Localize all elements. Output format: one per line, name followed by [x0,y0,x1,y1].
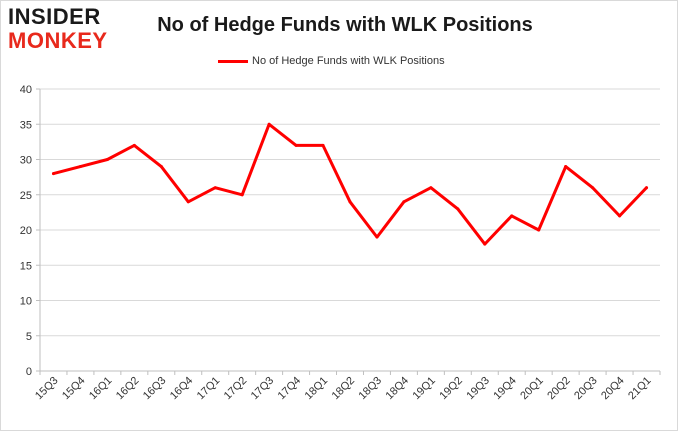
x-tick-label-21Q1: 21Q1 [626,375,654,403]
insider-monkey-logo: INSIDER MONKEY [8,6,128,56]
data-point-18Q3 [375,235,379,239]
x-tick-label-17Q2: 17Q2 [222,375,250,403]
y-tick-label-10: 10 [20,296,32,308]
data-point-19Q4 [510,214,514,218]
data-point-18Q1 [321,143,325,147]
x-tick-label-17Q4: 17Q4 [276,375,304,403]
data-point-16Q2 [132,143,136,147]
y-tick-label-30: 30 [20,155,32,167]
data-point-15Q3 [51,172,55,176]
data-point-15Q4 [78,165,82,169]
data-point-19Q1 [429,186,433,190]
data-point-20Q4 [618,214,622,218]
y-tick-label-5: 5 [26,331,32,343]
data-point-16Q3 [159,165,163,169]
x-tick-label-19Q1: 19Q1 [410,375,438,403]
y-tick-label-25: 25 [20,190,32,202]
chart-title: No of Hedge Funds with WLK Positions [157,14,533,36]
x-tick-label-20Q2: 20Q2 [545,375,573,403]
x-tick-label-18Q4: 18Q4 [384,375,412,403]
y-tick-label-0: 0 [26,366,32,378]
data-point-17Q2 [240,193,244,197]
data-point-17Q1 [213,186,217,190]
data-point-20Q2 [564,165,568,169]
legend-label: No of Hedge Funds with WLK Positions [252,55,445,67]
logo-line-2: MONKEY [8,28,108,53]
data-point-17Q4 [294,143,298,147]
x-tick-label-16Q3: 16Q3 [141,375,169,403]
chart-legend: No of Hedge Funds with WLK Positions [218,53,445,69]
x-tick-label-16Q4: 16Q4 [168,375,196,403]
x-tick-label-17Q1: 17Q1 [195,375,223,403]
x-tick-label-20Q1: 20Q1 [518,375,546,403]
x-tick-label-16Q1: 16Q1 [87,375,115,403]
data-point-19Q2 [456,207,460,211]
data-point-16Q1 [105,158,109,161]
data-point-20Q1 [537,228,541,232]
x-tick-label-15Q4: 15Q4 [60,375,88,403]
series-line-0 [52,122,648,246]
x-tick-label-16Q2: 16Q2 [114,375,142,403]
x-tick-label-18Q1: 18Q1 [303,375,331,403]
y-tick-label-40: 40 [20,84,32,96]
y-tick-label-35: 35 [20,119,32,131]
x-tick-label-18Q3: 18Q3 [357,375,385,403]
x-tick-label-15Q3: 15Q3 [33,375,61,403]
data-point-19Q3 [483,242,487,246]
legend-swatch [218,59,248,63]
data-point-18Q2 [348,200,352,204]
y-tick-label-20: 20 [20,225,32,237]
x-tick-label-19Q4: 19Q4 [491,375,519,403]
x-tick-label-19Q2: 19Q2 [437,375,465,403]
data-point-18Q4 [402,200,406,204]
data-point-20Q3 [591,186,595,190]
logo-line-1: INSIDER [8,4,101,29]
x-tick-label-20Q3: 20Q3 [572,375,600,403]
data-point-17Q3 [267,122,271,126]
data-point-16Q4 [186,200,190,204]
data-point-21Q1 [645,186,649,190]
y-tick-label-15: 15 [20,260,32,272]
x-tick-label-19Q3: 19Q3 [464,375,492,403]
x-tick-label-17Q3: 17Q3 [249,375,277,403]
x-tick-label-20Q4: 20Q4 [599,375,627,403]
x-tick-label-18Q2: 18Q2 [330,375,358,403]
